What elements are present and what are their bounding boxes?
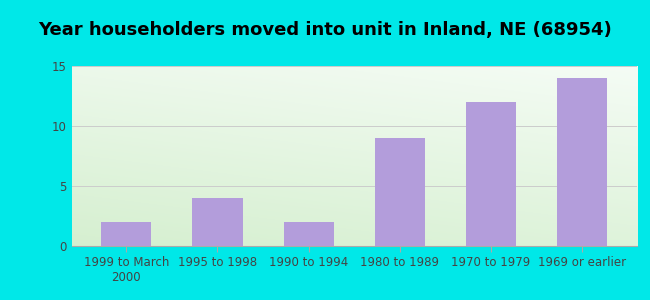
Text: Year householders moved into unit in Inland, NE (68954): Year householders moved into unit in Inl…	[38, 21, 612, 39]
Bar	[283, 222, 333, 246]
Bar	[557, 78, 607, 246]
Bar	[466, 102, 516, 246]
Bar	[375, 138, 425, 246]
Bar	[192, 198, 242, 246]
Bar	[101, 222, 151, 246]
